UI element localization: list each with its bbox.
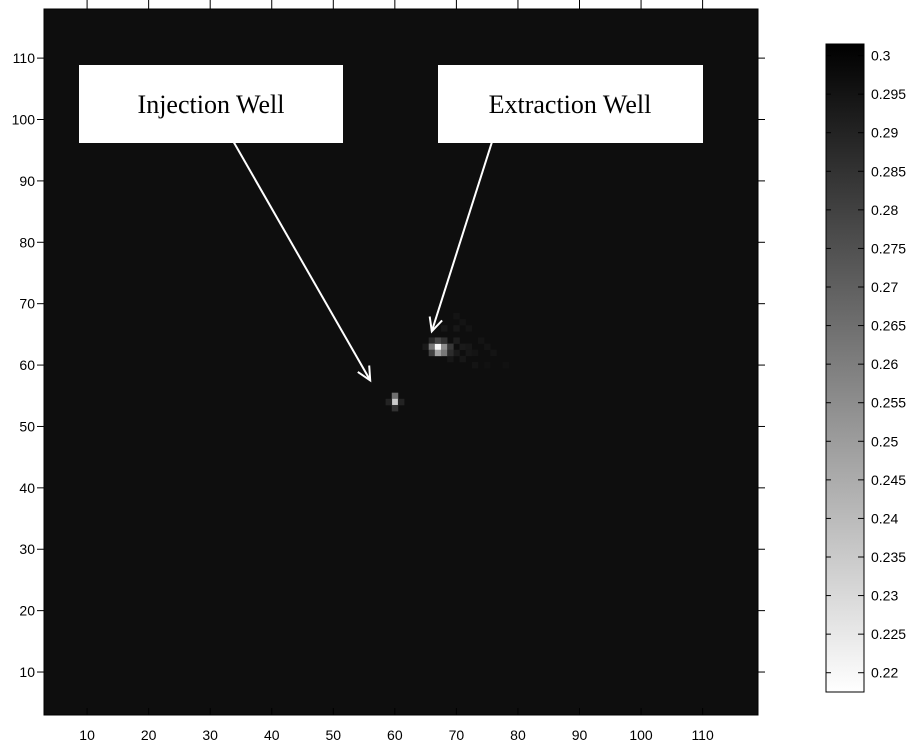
colorbar-tick-label-0.275: 0.275	[871, 240, 906, 256]
colorbar-tick-label-0.3: 0.3	[871, 48, 891, 64]
colorbar-axis: 0.3 0.295 0.29 0.285 0.28 0.275 0.27 0.265 0.26 0…	[826, 48, 906, 681]
y-tick-label-70: 70	[19, 296, 35, 312]
plot-frame	[43, 8, 759, 716]
x-tick-label-50: 50	[326, 727, 342, 743]
y-tick-label-110: 110	[13, 50, 36, 66]
injection-arrowhead	[357, 365, 372, 383]
annotation-injection: Injection Well	[79, 65, 372, 383]
heatmap-cell-10	[428, 349, 436, 357]
extraction-label: Extraction Well	[489, 90, 652, 119]
halo-cell-2	[465, 343, 473, 351]
colorbar-tick-label-0.28: 0.28	[871, 202, 898, 218]
halo-cell-13	[471, 362, 479, 369]
colorbar-tick-label-0.235: 0.235	[871, 549, 906, 565]
halo-cell-12	[490, 349, 497, 357]
x-tick-label-40: 40	[264, 727, 280, 743]
y-tick-label-90: 90	[19, 173, 35, 189]
halo-cell-16	[447, 355, 454, 363]
halo-cell-14	[484, 362, 491, 369]
heatmap-cell-13	[447, 349, 454, 357]
halo-cell-19	[453, 312, 460, 320]
colorbar-tick-label-0.24: 0.24	[871, 510, 898, 526]
x-tick-label-90: 90	[572, 727, 588, 743]
annotation-extraction: Extraction Well	[428, 65, 703, 334]
heatmap-cell-14	[434, 337, 442, 344]
extraction-label-box	[438, 65, 703, 143]
heatmap-cell-15	[441, 337, 448, 344]
y-tick-label-60: 60	[19, 357, 35, 373]
injection-label-box	[79, 65, 343, 143]
heatmap-cell-5	[428, 337, 436, 344]
halo-cell-4	[459, 355, 466, 363]
colorbar-tick-label-0.225: 0.225	[871, 626, 906, 642]
x-tick-label-80: 80	[510, 727, 526, 743]
colorbar-tick-label-0.22: 0.22	[871, 665, 898, 681]
colorbar-tick-label-0.295: 0.295	[871, 86, 906, 102]
heatmap-cell-12	[441, 349, 448, 357]
extraction-halo	[422, 312, 510, 369]
y-tick-label-10: 10	[19, 664, 35, 680]
colorbar-tick-label-0.265: 0.265	[871, 318, 906, 334]
heatmap-cell-2	[391, 404, 399, 412]
y-tick-label-80: 80	[19, 234, 35, 250]
y-tick-label-50: 50	[19, 418, 35, 434]
heatmap-cells	[385, 337, 454, 412]
halo-cell-8	[459, 319, 466, 326]
x-tick-label-20: 20	[141, 727, 157, 743]
heatmap-cell-9	[447, 343, 454, 351]
colorbar-tick-label-0.26: 0.26	[871, 356, 898, 372]
y-tick-label-20: 20	[19, 603, 35, 619]
heatmap-cell-1	[391, 398, 399, 406]
heatmap-cell-11	[434, 349, 442, 357]
x-tick-label-30: 30	[202, 727, 218, 743]
colorbar-tick-label-0.285: 0.285	[871, 163, 906, 179]
halo-cell-11	[484, 343, 491, 351]
y-axis: 10 20 30 40 50 60 70 80 90 100 110	[12, 50, 765, 680]
halo-cell-17	[422, 343, 429, 351]
colorbar-tick-label-0.25: 0.25	[871, 433, 898, 449]
x-axis: 10 20 30 40 50 60 70 80 90 100 110	[79, 0, 714, 743]
x-tick-label-60: 60	[387, 727, 403, 743]
extraction-arrowhead	[428, 316, 443, 334]
heatmap-cell-8	[441, 343, 448, 351]
y-tick-label-40: 40	[19, 480, 35, 496]
colorbar-tick-label-0.29: 0.29	[871, 125, 898, 141]
colorbar-tick-label-0.245: 0.245	[871, 472, 906, 488]
colorbar	[825, 43, 865, 693]
halo-cell-1	[459, 343, 466, 351]
halo-cell-7	[453, 325, 460, 332]
y-tick-label-30: 30	[19, 541, 35, 557]
x-tick-label-110: 110	[691, 727, 714, 743]
x-tick-label-10: 10	[79, 727, 95, 743]
halo-cell-9	[465, 325, 473, 332]
y-tick-label-100: 100	[12, 112, 36, 128]
halo-cell-15	[502, 362, 510, 369]
heatmap-cell-7	[434, 343, 442, 351]
heatmap-cell-6	[428, 343, 436, 351]
heatmap-cell-4	[397, 398, 405, 406]
injection-label: Injection Well	[138, 90, 285, 119]
halo-cell-18	[441, 325, 448, 332]
halo-cell-0	[453, 337, 460, 344]
heatmap-cell-3	[385, 398, 393, 406]
halo-cell-5	[465, 349, 473, 357]
halo-cell-10	[477, 337, 485, 344]
x-tick-label-100: 100	[629, 727, 653, 743]
halo-cell-6	[471, 349, 479, 357]
halo-cell-3	[453, 349, 460, 357]
heatmap-cell-0	[391, 392, 399, 400]
x-tick-label-70: 70	[449, 727, 465, 743]
colorbar-tick-label-0.255: 0.255	[871, 395, 906, 411]
colorbar-tick-label-0.23: 0.23	[871, 588, 898, 604]
colorbar-tick-label-0.27: 0.27	[871, 279, 898, 295]
